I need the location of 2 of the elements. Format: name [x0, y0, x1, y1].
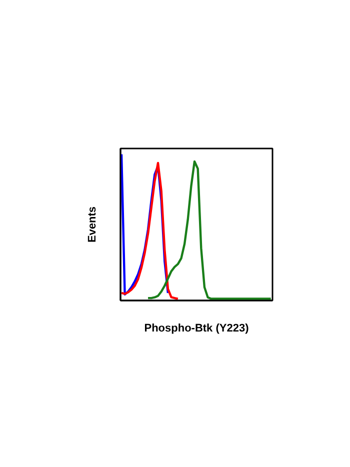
- x-axis-title: Phospho-Btk (Y223): [144, 322, 250, 334]
- y-axis-title: Events: [86, 206, 98, 243]
